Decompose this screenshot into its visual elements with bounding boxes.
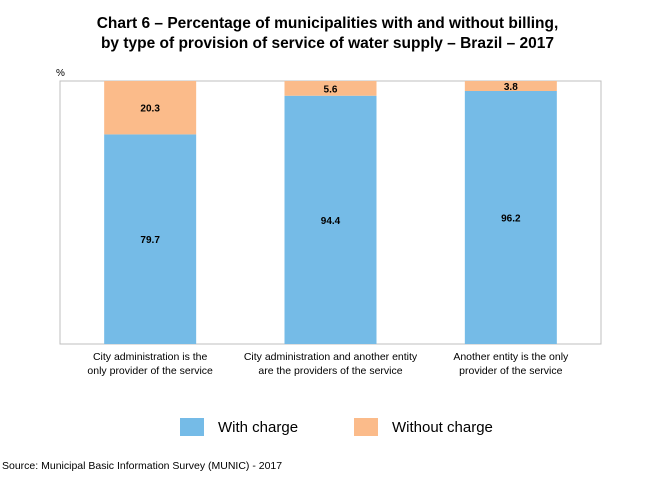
legend-swatch-with-charge <box>180 418 204 436</box>
bar-with-charge-1 <box>284 95 377 344</box>
bar-with-charge-2 <box>464 90 557 344</box>
y-axis-label: % <box>56 68 65 79</box>
bar-with-charge-0 <box>104 134 197 344</box>
stacked-bar-chart: % 79.7 20.3 94.4 5.6 96.2 3.8 City administra… <box>56 68 602 377</box>
chart-title-line-1: Chart 6 – Percentage of municipalities w… <box>96 15 559 32</box>
bar-without-charge-0 <box>104 81 197 135</box>
chart-title-line-2: by type of provision of service of water… <box>100 35 555 52</box>
category-label-0-line-0: City administration is the <box>93 351 208 363</box>
value-label-without-charge-0: 20.3 <box>140 104 160 115</box>
category-labels-group: City administration is the only provider … <box>87 351 569 377</box>
legend-item-without-charge: Without charge <box>354 418 493 436</box>
value-labels-group: 79.7 20.3 94.4 5.6 96.2 3.8 <box>140 82 521 246</box>
bars-group <box>104 81 557 344</box>
source-note: Source: Municipal Basic Information Surv… <box>2 460 283 472</box>
value-label-with-charge-2: 96.2 <box>501 213 521 224</box>
bar-without-charge-1 <box>284 81 377 96</box>
chart-title: Chart 6 – Percentage of municipalities w… <box>0 14 655 54</box>
category-label-0-line-1: only provider of the service <box>87 365 213 377</box>
category-label-2-line-0: Another entity is the only <box>453 351 569 363</box>
legend-item-with-charge: With charge <box>180 418 298 436</box>
legend-label-with-charge: With charge <box>218 418 299 436</box>
category-label-1-line-1: are the providers of the service <box>258 365 402 377</box>
bar-without-charge-2 <box>464 81 557 91</box>
value-label-with-charge-1: 94.4 <box>321 216 341 227</box>
category-label-2-line-1: provider of the service <box>459 365 562 377</box>
value-label-with-charge-0: 79.7 <box>140 235 160 246</box>
value-label-without-charge-1: 5.6 <box>324 84 338 95</box>
legend-label-without-charge: Without charge <box>392 418 493 436</box>
category-label-1-line-0: City administration and another entity <box>244 351 418 363</box>
value-label-without-charge-2: 3.8 <box>504 82 518 93</box>
legend-swatch-without-charge <box>354 418 378 436</box>
legend: With charge Without charge <box>0 418 655 438</box>
